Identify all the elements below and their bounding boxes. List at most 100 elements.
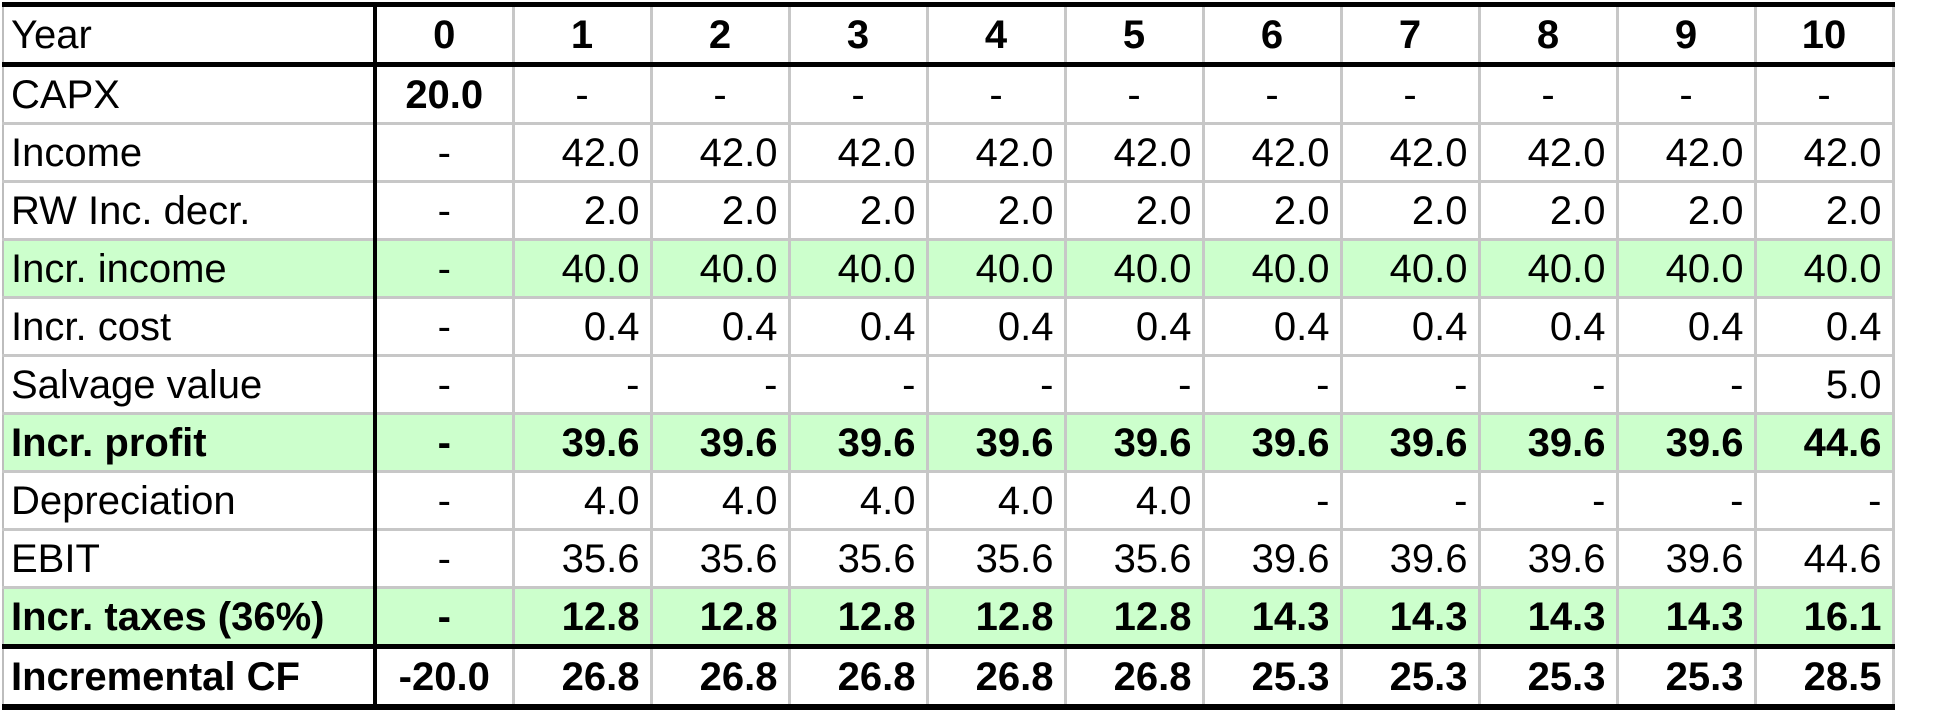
value-cell: 39.6: [1341, 413, 1481, 473]
value-cell: 42.0: [789, 123, 929, 183]
table-row: Depreciation -4.0 4.0 4.0 4.0 4.0- - - - -: [3, 471, 1895, 531]
value-cell: 14.3: [1617, 587, 1757, 648]
value-cell: 28.5: [1755, 644, 1895, 707]
row-label-cell: Incr. cost: [3, 297, 377, 357]
value-cell: 4.0: [1065, 471, 1205, 531]
value-cell: 0.4: [927, 297, 1067, 357]
value-cell: 12.8: [927, 587, 1067, 648]
value-cell: -: [375, 355, 515, 415]
value-cell: 25.3: [1617, 644, 1757, 707]
value-cell: 35.6: [1065, 529, 1205, 589]
row-label-cell: Incremental CF: [3, 644, 377, 707]
value-cell: -: [1341, 355, 1481, 415]
value-cell: 39.6: [1479, 529, 1619, 589]
year-header-cell: 4: [927, 4, 1067, 67]
value-cell: 16.1: [1755, 587, 1895, 648]
value-cell: -: [1617, 64, 1757, 125]
year-header-cell: 5: [1065, 4, 1205, 67]
value-cell: -: [1755, 64, 1895, 125]
value-cell: -: [375, 123, 515, 183]
row-label-cell: Salvage value: [3, 355, 377, 415]
value-cell: 42.0: [651, 123, 791, 183]
value-cell: 42.0: [927, 123, 1067, 183]
value-cell: -: [1065, 355, 1205, 415]
header-row: Year 0 1 2 3 4 5 6 7 8 9 10: [3, 4, 1895, 67]
value-cell: -: [789, 64, 929, 125]
value-cell: -: [651, 64, 791, 125]
value-cell: 40.0: [789, 239, 929, 299]
value-cell: 26.8: [513, 644, 653, 707]
value-cell: 2.0: [1065, 181, 1205, 241]
value-cell: 40.0: [1341, 239, 1481, 299]
year-header-cell: 1: [513, 4, 653, 67]
value-cell: 42.0: [1617, 123, 1757, 183]
row-label-cell: Depreciation: [3, 471, 377, 531]
value-cell: -: [927, 64, 1067, 125]
table-row: Incremental CF -20.0 26.8 26.8 26.8 26.8 26.8 2…: [3, 644, 1895, 707]
value-cell: 25.3: [1203, 644, 1343, 707]
value-cell: -: [1341, 471, 1481, 531]
table-row: Incr. cost -0.4 0.4 0.4 0.4 0.4 0.4 0.4 0.4 0.4 0.…: [3, 297, 1895, 357]
value-cell: 39.6: [1203, 413, 1343, 473]
value-cell: 12.8: [651, 587, 791, 648]
value-cell: -: [375, 297, 515, 357]
value-cell: 2.0: [1341, 181, 1481, 241]
value-cell: 2.0: [513, 181, 653, 241]
value-cell: -: [1203, 64, 1343, 125]
value-cell: 39.6: [651, 413, 791, 473]
table-row: Salvage value - - - - - - - - - -5.0: [3, 355, 1895, 415]
table-row: CAPX 20.0- - - - - - - - - -: [3, 64, 1895, 125]
value-cell: 4.0: [927, 471, 1067, 531]
value-cell: 0.4: [1065, 297, 1205, 357]
value-cell: 40.0: [513, 239, 653, 299]
value-cell: 44.6: [1755, 529, 1895, 589]
row-label-cell: Incr. income: [3, 239, 377, 299]
value-cell: 39.6: [789, 413, 929, 473]
value-cell: -: [1203, 355, 1343, 415]
value-cell: 42.0: [1479, 123, 1619, 183]
value-cell: 35.6: [789, 529, 929, 589]
value-cell: 40.0: [927, 239, 1067, 299]
row-label-cell: EBIT: [3, 529, 377, 589]
value-cell: 42.0: [1065, 123, 1205, 183]
value-cell: -: [789, 355, 929, 415]
value-cell: 42.0: [513, 123, 653, 183]
value-cell: -: [375, 529, 515, 589]
value-cell: -: [375, 239, 515, 299]
value-cell: -: [1203, 471, 1343, 531]
value-cell: 0.4: [1203, 297, 1343, 357]
value-cell: 42.0: [1755, 123, 1895, 183]
value-cell: 4.0: [789, 471, 929, 531]
value-cell: 25.3: [1479, 644, 1619, 707]
year-header-cell: 8: [1479, 4, 1619, 67]
value-cell: 0.4: [1479, 297, 1619, 357]
value-cell: -: [375, 181, 515, 241]
value-cell: -: [375, 413, 515, 473]
value-cell: 14.3: [1479, 587, 1619, 648]
value-cell: 12.8: [513, 587, 653, 648]
value-cell: 35.6: [927, 529, 1067, 589]
year-header-cell: 6: [1203, 4, 1343, 67]
value-cell: 4.0: [651, 471, 791, 531]
value-cell: -: [375, 587, 515, 648]
year-header-cell: 7: [1341, 4, 1481, 67]
value-cell: 44.6: [1755, 413, 1895, 473]
value-cell: 0.4: [1755, 297, 1895, 357]
table-row: RW Inc. decr. -2.0 2.0 2.0 2.0 2.0 2.0 2.0 2.0 2.…: [3, 181, 1895, 241]
value-cell: 0.4: [513, 297, 653, 357]
value-cell: 40.0: [651, 239, 791, 299]
row-label-cell: RW Inc. decr.: [3, 181, 377, 241]
table-row: Incr. taxes (36%) -12.8 12.8 12.8 12.8 12.8 14…: [3, 587, 1895, 648]
value-cell: 40.0: [1479, 239, 1619, 299]
value-cell: -: [927, 355, 1067, 415]
value-cell: 4.0: [513, 471, 653, 531]
year-header-cell: 2: [651, 4, 791, 67]
value-cell: 14.3: [1341, 587, 1481, 648]
value-cell: -: [1617, 355, 1757, 415]
value-cell: 26.8: [1065, 644, 1205, 707]
row-label-cell: Incr. profit: [3, 413, 377, 473]
value-cell: 39.6: [1341, 529, 1481, 589]
value-cell: 42.0: [1341, 123, 1481, 183]
row-label-cell: CAPX: [3, 64, 377, 125]
value-cell: 20.0: [375, 64, 515, 125]
